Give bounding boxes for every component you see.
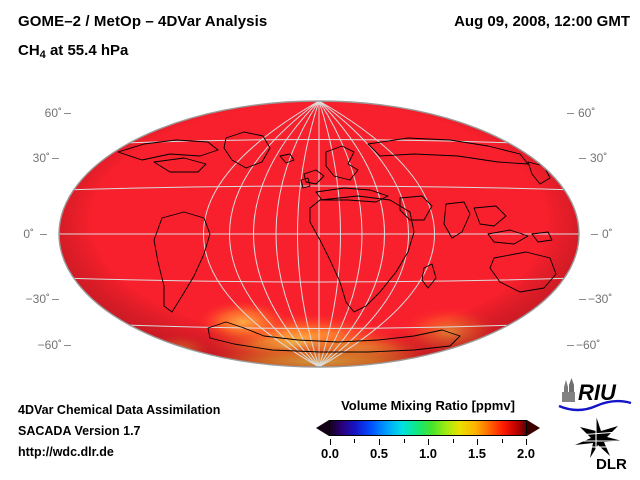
dlr-logo-text: DLR <box>596 456 627 472</box>
colorbar-tick-minor-4 <box>453 439 454 443</box>
colorbar-tick-2 <box>428 439 429 445</box>
timestamp: Aug 09, 2008, 12:00 GMT <box>454 13 630 30</box>
coastlines <box>117 131 575 353</box>
footer-credits: 4DVar Chemical Data Assimilation SACADA … <box>18 400 220 463</box>
species-name: CH <box>18 42 40 59</box>
lat-label-left-0: 0˚ <box>23 227 34 241</box>
lat-label-right-60n: 60˚ <box>578 106 596 120</box>
lat-label-right-60s: −60˚ <box>576 338 601 352</box>
globe-outline <box>58 100 580 368</box>
lat-label-right-30s: −30˚ <box>588 292 613 306</box>
footer-line-2: SACADA Version 1.7 <box>18 424 141 438</box>
colorbar-tick-3 <box>477 439 478 445</box>
dlr-emblem-lines <box>577 416 622 458</box>
lat-tick-right-60s <box>567 345 574 346</box>
lat-tick-right-30s <box>579 299 586 300</box>
colorbar-label-3: 1.5 <box>467 446 487 461</box>
footer-line-1: 4DVar Chemical Data Assimilation <box>18 403 221 417</box>
lat-label-right-30n: 30˚ <box>590 151 608 165</box>
colorbar-tick-minor-3 <box>404 439 405 443</box>
lat-label-left-60s: −60˚ <box>37 338 62 352</box>
page-title: GOME–2 / MetOp – 4DVar Analysis <box>18 13 268 30</box>
colorbar-tick-1 <box>379 439 380 445</box>
dlr-emblem-icon <box>575 416 622 458</box>
map-panel: 60˚ 30˚ 0˚ −30˚ −60˚ 60˚ 30˚ 0˚ −30˚ −60… <box>0 86 640 381</box>
colorbar-tick-0 <box>330 439 331 445</box>
lat-tick-left-60n <box>64 113 71 114</box>
species-subscript: 4 <box>39 49 46 61</box>
lat-tick-right-0 <box>591 234 598 235</box>
colorbar-tick-minor-1 <box>354 439 355 443</box>
species-level: at 55.4 hPa <box>45 42 129 59</box>
riu-logo: RIU <box>558 378 632 412</box>
colorbar-low-cap-arrow <box>316 420 329 436</box>
lat-tick-left-0 <box>40 234 47 235</box>
lat-tick-right-30n <box>579 158 586 159</box>
colorbar-label-2: 1.0 <box>418 446 438 461</box>
dlr-logo: DLR <box>575 416 627 472</box>
lat-label-left-60n: 60˚ <box>44 106 62 120</box>
lat-tick-left-60s <box>64 345 71 346</box>
colorbar-tick-labels: 0.0 0.5 1.0 1.5 2.0 <box>316 446 540 464</box>
colorbar-high-cap-arrow <box>527 420 540 436</box>
graticule <box>59 101 579 367</box>
riu-towers-icon <box>562 378 575 402</box>
colorbar-tick-4 <box>526 439 527 445</box>
lat-tick-left-30n <box>52 158 59 159</box>
lat-label-left-30n: 30˚ <box>32 151 50 165</box>
colorbar: Volume Mixing Ratio [ppmv] 0.0 0.5 1.0 1… <box>316 398 540 464</box>
colorbar-ticks <box>316 439 540 445</box>
lat-tick-left-30s <box>52 299 59 300</box>
colorbar-label-4: 2.0 <box>516 446 536 461</box>
mollweide-projection-plot <box>58 100 580 368</box>
colorbar-gradient <box>329 420 527 436</box>
species-subtitle: CH4 at 55.4 hPa <box>18 42 128 61</box>
colorbar-label-1: 0.5 <box>369 446 389 461</box>
colorbar-tick-minor-5 <box>502 439 503 443</box>
colorbar-title: Volume Mixing Ratio [ppmv] <box>341 398 515 413</box>
map-globe <box>58 100 580 368</box>
lat-label-right-0: 0˚ <box>602 227 613 241</box>
colorbar-scale <box>316 419 540 439</box>
riu-wave-icon <box>558 399 632 412</box>
lat-tick-right-60n <box>567 113 574 114</box>
lat-label-left-30s: −30˚ <box>25 292 50 306</box>
colorbar-label-0: 0.0 <box>320 446 340 461</box>
footer-line-3[interactable]: http://wdc.dlr.de <box>18 445 114 459</box>
